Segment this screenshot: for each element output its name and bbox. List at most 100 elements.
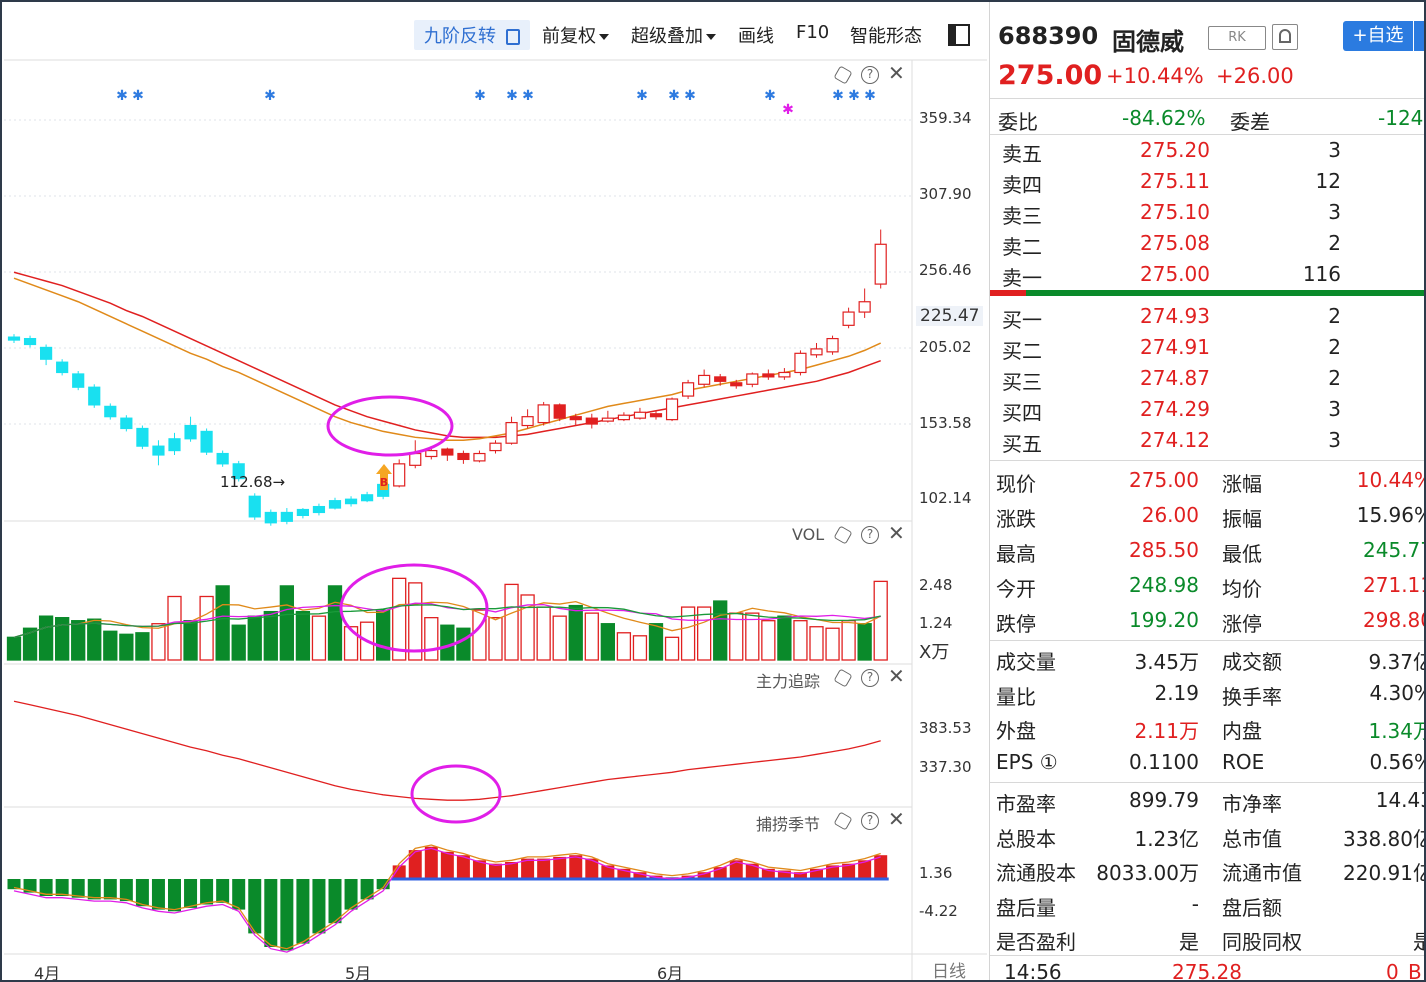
tool-overlay-dropdown[interactable]: 超级叠加	[631, 22, 716, 48]
volume-bar	[215, 585, 230, 661]
add-watchlist-dropdown[interactable]	[1413, 21, 1424, 51]
volume-bar	[295, 610, 311, 661]
candle-body	[585, 417, 598, 425]
bid-row[interactable]: 买五 274.12 3	[990, 426, 1424, 457]
tool-nine-reversal[interactable]: 九阶反转	[414, 20, 530, 50]
candle-body	[344, 498, 358, 505]
bid-row[interactable]: 买一 274.93 2	[990, 302, 1424, 333]
tool-smart-pattern[interactable]: 智能形态	[850, 26, 922, 47]
season-bar	[87, 879, 101, 900]
stat-label: 市盈率	[996, 792, 1056, 816]
stat-value: 248.98	[1129, 573, 1199, 597]
stat-label: 外盘	[996, 719, 1036, 743]
candle-body	[56, 361, 69, 374]
season-bar	[793, 872, 807, 879]
stat-label: 最高	[996, 542, 1036, 566]
book-level-label: 买五	[1002, 432, 1042, 456]
weicha-value: -124	[1378, 106, 1424, 130]
bid-row[interactable]: 买三 274.87 2	[990, 364, 1424, 395]
candle-body	[216, 452, 229, 465]
close-icon[interactable]: ✕	[888, 807, 905, 831]
season-bar	[312, 879, 326, 934]
candle-body	[248, 495, 261, 518]
stat-row: 市盈率 899.79 市净率 14.43	[990, 786, 1424, 820]
season-bar	[777, 870, 791, 879]
kline-chart-area[interactable]: ✱ ✱ ✱ ✱ ✱ ✱ ✱ ✱ ✱ ✱ ✱ ✱ ✱ ✱ B 九阶反转 前复权 超级叠加 画线 F10 智能形…	[4, 2, 987, 982]
volume-bar	[263, 610, 278, 661]
chart-canvas[interactable]: ✱ ✱ ✱ ✱ ✱ ✱ ✱ ✱ ✱ ✱ ✱ ✱ ✱✱B	[4, 2, 987, 982]
stat-value: 14.43	[1375, 788, 1424, 812]
ask-row[interactable]: 卖二 275.08 2	[990, 229, 1424, 260]
season-bar	[440, 851, 454, 879]
book-ratio-bar	[990, 290, 1424, 296]
tool-draw-line[interactable]: 画线	[738, 26, 774, 47]
season-bar	[55, 879, 69, 896]
volume-bar	[648, 623, 664, 661]
chevron-down-icon	[706, 34, 716, 40]
help-icon[interactable]: ?	[861, 812, 879, 830]
rk-badge[interactable]: RK	[1208, 26, 1266, 50]
bell-icon[interactable]	[1272, 24, 1298, 50]
stock-code: 688390	[998, 22, 1099, 50]
close-icon[interactable]: ✕	[888, 521, 905, 545]
stat-label: 最低	[1222, 542, 1262, 566]
quote-panel: 688390 固德威 RK +自选 275.00 +10.44% +26.00 …	[989, 2, 1424, 982]
tool-f10[interactable]: F10	[796, 22, 830, 43]
signal-star: ✱	[522, 88, 534, 104]
bid-row[interactable]: 买二 274.91 2	[990, 333, 1424, 364]
volume-bar	[424, 617, 439, 661]
candle-body	[168, 438, 181, 452]
ask-row[interactable]: 卖四 275.11 12	[990, 167, 1424, 198]
candle-body	[553, 404, 566, 419]
stat-row: 涨跌 26.00 振幅 15.96%	[990, 501, 1424, 535]
stat-value: 3.45万	[1134, 650, 1199, 674]
season-bar	[489, 863, 502, 879]
buy-marker-label: B	[380, 476, 388, 489]
season-bar	[264, 879, 278, 947]
buy-marker-arrow	[376, 464, 392, 490]
bid-row[interactable]: 买四 274.29 3	[990, 395, 1424, 426]
tool-overlay-label: 超级叠加	[631, 26, 703, 47]
candle-body	[393, 463, 406, 487]
volume-bar	[504, 583, 519, 661]
candle-body	[425, 449, 438, 458]
candle-body	[842, 311, 855, 326]
season-bar	[810, 868, 823, 879]
candle-body	[184, 424, 197, 440]
stat-row: 盘后量 - 盘后额	[990, 890, 1424, 924]
close-icon[interactable]: ✕	[888, 61, 905, 85]
stat-row: EPS ① 0.1100 ROE 0.56%	[990, 748, 1424, 782]
candle-body	[104, 405, 117, 418]
help-icon[interactable]: ?	[861, 526, 879, 544]
tick-volume: 0	[1386, 960, 1399, 982]
book-price: 274.12	[1140, 428, 1210, 452]
help-icon[interactable]: ?	[861, 66, 879, 84]
season-bar	[729, 860, 743, 879]
volume-bar	[552, 615, 567, 661]
volume-bar	[311, 615, 327, 661]
ask-row[interactable]: 卖一 275.00 116	[990, 260, 1424, 291]
period-label[interactable]: 日线	[932, 962, 966, 982]
highlight-circle	[410, 764, 502, 824]
book-price: 274.29	[1140, 397, 1210, 421]
ask-row[interactable]: 卖五 275.20 3	[990, 136, 1424, 167]
add-watchlist-button[interactable]: +自选	[1343, 21, 1413, 51]
change-amount: +26.00	[1216, 64, 1294, 88]
candle-body	[810, 348, 823, 356]
stat-label: 盘后额	[1222, 895, 1282, 920]
book-quantity: 2	[1328, 231, 1341, 255]
ask-row[interactable]: 卖三 275.10 3	[990, 198, 1424, 229]
close-icon[interactable]: ✕	[888, 664, 905, 688]
help-icon[interactable]: ?	[861, 669, 879, 687]
price-tick: 102.14	[919, 489, 972, 507]
season-bar	[216, 879, 230, 903]
main-force-line	[13, 700, 881, 801]
volume-bar	[873, 580, 888, 661]
stat-row: 今开 248.98 均价 271.11	[990, 571, 1424, 605]
panel-toggle-icon[interactable]	[948, 24, 970, 46]
book-price: 274.93	[1140, 304, 1210, 328]
book-level-label: 买四	[1002, 401, 1042, 425]
candle-body	[521, 416, 534, 427]
tool-adjust-dropdown[interactable]: 前复权	[542, 22, 609, 48]
book-price: 275.11	[1140, 169, 1210, 193]
